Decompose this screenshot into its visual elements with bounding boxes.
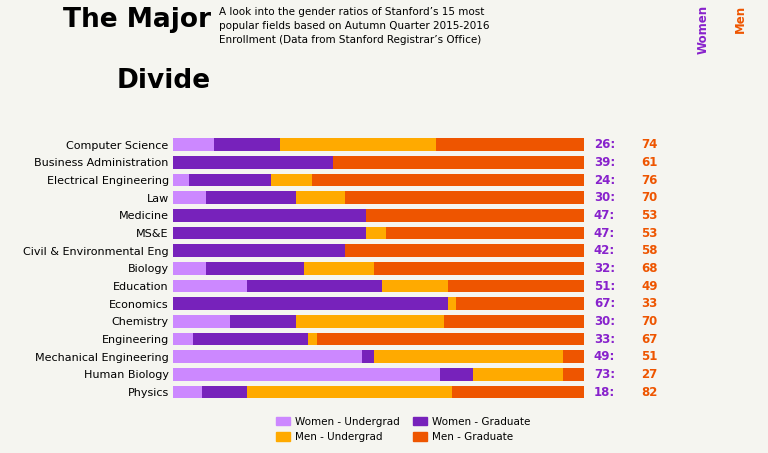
Bar (362, 350, 374, 363)
Text: 30:: 30: (594, 315, 615, 328)
Bar (173, 138, 214, 151)
Bar (189, 173, 271, 187)
Bar (173, 315, 230, 328)
Bar (173, 244, 346, 257)
Bar (386, 226, 584, 240)
Bar (214, 138, 280, 151)
Text: 49:: 49: (594, 350, 615, 363)
Bar (366, 209, 584, 222)
Text: 53: 53 (641, 226, 657, 240)
Text: 33:: 33: (594, 333, 615, 346)
Bar (173, 173, 189, 187)
Text: 61: 61 (641, 156, 657, 169)
Text: 51: 51 (641, 350, 657, 363)
Bar (563, 350, 584, 363)
Text: Women: Women (697, 5, 710, 53)
Bar (247, 280, 382, 293)
Bar (382, 280, 448, 293)
Bar (173, 191, 206, 204)
Bar (173, 333, 194, 346)
Bar (374, 350, 563, 363)
Bar (230, 315, 296, 328)
Bar (206, 262, 304, 275)
Bar (366, 226, 386, 240)
Text: 18:: 18: (594, 386, 615, 399)
Text: The Major: The Major (63, 7, 211, 33)
Text: 58: 58 (641, 244, 657, 257)
Bar (173, 280, 247, 293)
Bar (173, 156, 333, 169)
Bar (173, 297, 448, 310)
Bar (206, 191, 296, 204)
Bar (173, 368, 440, 381)
Bar (333, 156, 584, 169)
Text: 32:: 32: (594, 262, 615, 275)
Bar (452, 386, 584, 399)
Bar (309, 333, 316, 346)
Text: 24:: 24: (594, 173, 615, 187)
Bar (173, 209, 366, 222)
Bar (316, 333, 584, 346)
Bar (173, 386, 201, 399)
Bar (173, 350, 362, 363)
Bar (304, 262, 374, 275)
Bar (247, 386, 452, 399)
Bar (435, 138, 584, 151)
Text: 67: 67 (641, 333, 657, 346)
Bar (473, 368, 563, 381)
Bar (440, 368, 473, 381)
Bar (173, 262, 206, 275)
Text: 42:: 42: (594, 244, 615, 257)
Bar (280, 138, 435, 151)
Bar (346, 244, 584, 257)
Text: 47:: 47: (594, 209, 615, 222)
Text: 47:: 47: (594, 226, 615, 240)
Text: 70: 70 (641, 191, 657, 204)
Text: 33: 33 (641, 297, 657, 310)
Bar (346, 191, 584, 204)
Bar (201, 386, 247, 399)
Bar (296, 315, 444, 328)
Text: 76: 76 (641, 173, 657, 187)
Bar (448, 280, 584, 293)
Text: 74: 74 (641, 138, 657, 151)
Bar (271, 173, 313, 187)
Bar (444, 315, 584, 328)
Text: A look into the gender ratios of Stanford’s 15 most
popular fields based on Autu: A look into the gender ratios of Stanfor… (219, 7, 489, 45)
Bar (563, 368, 584, 381)
Text: 68: 68 (641, 262, 657, 275)
Bar (374, 262, 584, 275)
Bar (313, 173, 584, 187)
Legend: Women - Undergrad, Men - Undergrad, Women - Graduate, Men - Graduate: Women - Undergrad, Men - Undergrad, Wome… (271, 412, 535, 446)
Text: 49: 49 (641, 280, 657, 293)
Text: 70: 70 (641, 315, 657, 328)
Text: Men: Men (734, 5, 747, 33)
Text: 82: 82 (641, 386, 657, 399)
Text: 39:: 39: (594, 156, 615, 169)
Text: 53: 53 (641, 209, 657, 222)
Bar (456, 297, 584, 310)
Text: 51:: 51: (594, 280, 615, 293)
Text: 26:: 26: (594, 138, 615, 151)
Bar (448, 297, 456, 310)
Text: 67:: 67: (594, 297, 615, 310)
Text: Divide: Divide (117, 67, 211, 94)
Bar (194, 333, 309, 346)
Text: 73:: 73: (594, 368, 615, 381)
Text: 30:: 30: (594, 191, 615, 204)
Bar (296, 191, 346, 204)
Text: 27: 27 (641, 368, 657, 381)
Bar (173, 226, 366, 240)
